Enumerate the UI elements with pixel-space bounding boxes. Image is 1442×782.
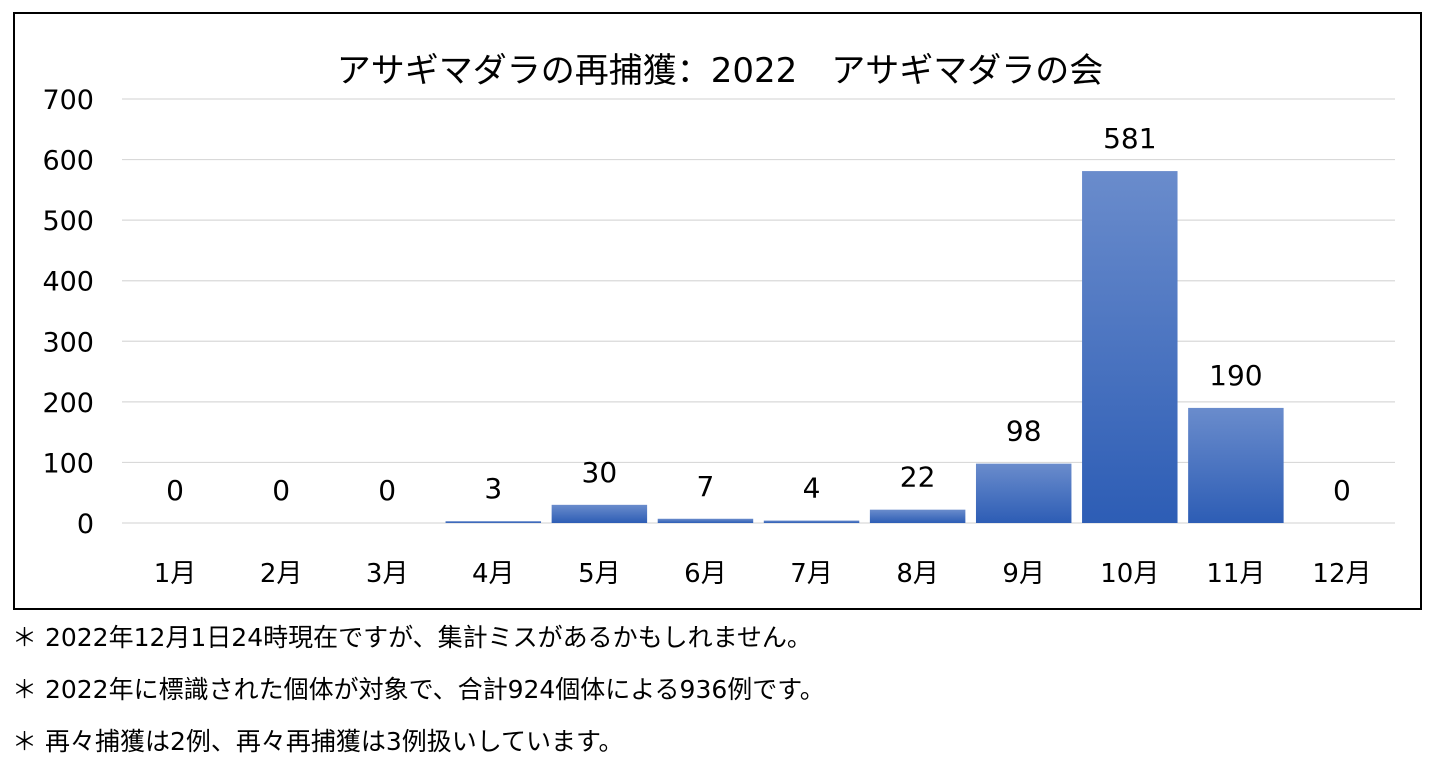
chart-frame: アサギマダラの再捕獲：2022 アサギマダラの会 0 100 200 300 400 50… xyxy=(13,12,1422,610)
x-tick-label: 11月 xyxy=(1206,559,1265,589)
data-label: 98 xyxy=(1006,415,1042,448)
x-tick-label: 5月 xyxy=(578,559,621,589)
data-label: 581 xyxy=(1103,122,1156,155)
y-tick-label: 100 xyxy=(42,448,94,479)
x-tick-label: 3月 xyxy=(366,559,409,589)
y-tick-label: 400 xyxy=(42,267,94,298)
x-tick-label: 7月 xyxy=(790,559,833,589)
footnotes: ＊ 2022年12月1日24時現在ですが、集計ミスがあるかもしれません。 ＊ 2… xyxy=(12,623,1422,779)
footnote: ＊ 再々捕獲は2例、再々再捕獲は3例扱いしています。 xyxy=(12,727,624,756)
data-label: 0 xyxy=(166,474,184,507)
bar xyxy=(1082,171,1178,523)
y-tick-label: 300 xyxy=(42,327,94,358)
bars xyxy=(445,171,1284,523)
x-tick-label: 1月 xyxy=(154,559,197,589)
chart-title: アサギマダラの再捕獲：2022 アサギマダラの会 xyxy=(337,51,1104,91)
y-tick-label: 500 xyxy=(42,206,94,237)
y-tick-label: 0 xyxy=(77,509,94,540)
data-label: 0 xyxy=(378,474,396,507)
bar xyxy=(657,518,754,523)
x-tick-label: 9月 xyxy=(1002,559,1045,589)
data-label: 4 xyxy=(803,472,821,505)
data-label: 7 xyxy=(697,470,715,503)
y-axis-ticks: 0 100 200 300 400 500 600 700 xyxy=(42,85,94,540)
footnote: ＊ 2022年12月1日24時現在ですが、集計ミスがあるかもしれません。 xyxy=(12,623,812,652)
bar xyxy=(869,509,966,523)
bar xyxy=(975,463,1072,523)
y-tick-label: 600 xyxy=(42,146,94,177)
y-tick-label: 700 xyxy=(42,85,94,116)
x-tick-label: 12月 xyxy=(1312,559,1371,589)
bar-chart: アサギマダラの再捕獲：2022 アサギマダラの会 010020030040050… xyxy=(42,51,1395,589)
x-tick-label: 6月 xyxy=(684,559,727,589)
data-label: 190 xyxy=(1209,359,1262,392)
x-tick-label: 8月 xyxy=(896,559,939,589)
bar xyxy=(1188,407,1284,523)
bar xyxy=(551,504,648,523)
y-tick-label: 200 xyxy=(42,388,94,419)
data-labels: 0 0 0 3 30 7 4 22 98 581 190 0 xyxy=(166,122,1351,507)
data-label: 22 xyxy=(900,461,936,494)
data-label: 3 xyxy=(484,472,502,505)
bar xyxy=(445,521,542,523)
bar xyxy=(763,520,860,523)
data-label: 0 xyxy=(272,474,290,507)
footnote: ＊ 2022年に標識された個体が対象で、合計924個体による936例です。 xyxy=(12,675,825,704)
x-tick-label: 10月 xyxy=(1100,559,1159,589)
x-tick-label: 4月 xyxy=(472,559,515,589)
x-axis-ticks: 1月 2月 3月 4月 5月 6月 7月 8月 9月 10月 11月 12月 xyxy=(154,559,1372,589)
x-tick-label: 2月 xyxy=(260,559,303,589)
data-label: 30 xyxy=(582,456,618,489)
gridlines xyxy=(122,98,1395,524)
data-label: 0 xyxy=(1333,474,1351,507)
